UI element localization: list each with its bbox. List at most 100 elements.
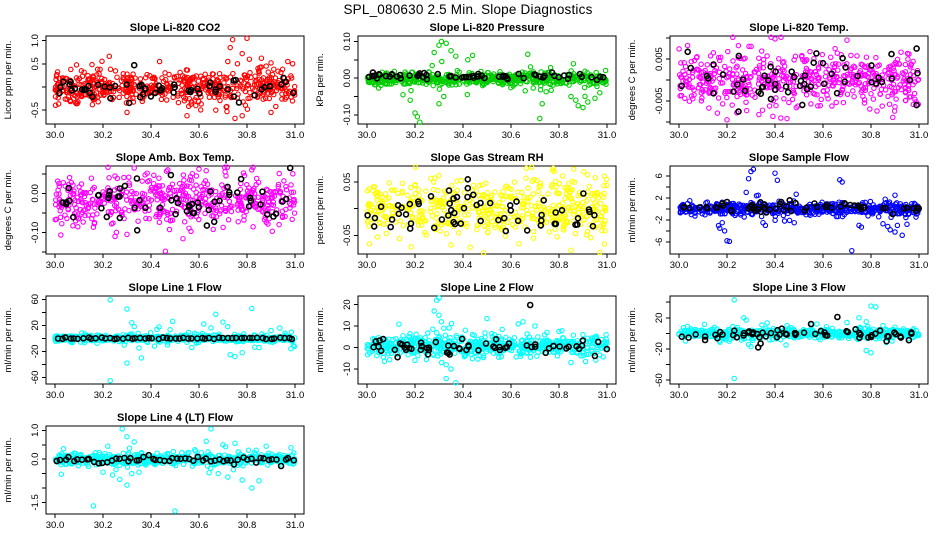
x-tick-label: 30.4: [142, 520, 161, 531]
outlier-points: [436, 168, 603, 256]
x-tick-label: 30.2: [406, 130, 425, 141]
x-tick-label: 30.8: [550, 130, 569, 141]
y-tick-label: 0.005: [654, 47, 665, 71]
panel-title: Slope Li-820 Temp.: [749, 22, 848, 34]
y-tick-label: 1.0: [30, 424, 41, 437]
outlier-points: [731, 297, 898, 382]
panel-title: Slope Line 1 Flow: [129, 282, 222, 294]
x-tick-label: 30.6: [502, 130, 521, 141]
y-axis-ticks: 60 20 -20 -60: [30, 294, 46, 384]
panel-line1-flow-plot: Slope Line 1 Flow ml/min per min. 30.0 30.2…: [3, 282, 305, 401]
panel-gas-stream-rh: Slope Gas Stream RH percent per min. 30.0 3…: [312, 150, 624, 280]
x-tick-label: 30.0: [670, 130, 689, 141]
panel-li820-temp: Slope Li-820 Temp. degrees C per min. 30.0…: [624, 20, 936, 150]
panel-amb-box-temp: Slope Amb. Box Temp. degrees C per min. 30…: [0, 150, 312, 280]
y-tick-label: 20: [30, 320, 41, 331]
y-axis-label: ml/min per min.: [627, 178, 638, 243]
black-overlay-points-overlay-slope-points: [678, 45, 921, 115]
black-overlay-points-overlay-slope-points: [59, 164, 294, 234]
y-axis-ticks: 0.10 0.00 -0.10: [342, 32, 358, 126]
x-tick-label: 30.6: [814, 130, 833, 141]
x-axis-ticks: 30.0 30.2 30.4 30.6 30.8 31.0: [670, 254, 928, 271]
y-tick-label: 0.00: [30, 184, 41, 203]
y-tick-label: 0.5: [30, 57, 41, 70]
x-axis-ticks: 30.0 30.2 30.4 30.6 30.8 31.0: [670, 384, 929, 401]
x-tick-label: 30.8: [550, 390, 569, 401]
y-axis-label: kPa per min.: [315, 53, 326, 106]
x-tick-label: 30.4: [454, 130, 473, 141]
plot-frame: [357, 295, 617, 385]
outlier-points: [90, 426, 269, 514]
y-axis-label: ml/min per min.: [3, 308, 14, 373]
plot-frame: [45, 425, 305, 515]
x-tick-label: 30.0: [46, 260, 65, 271]
x-tick-label: 30.0: [46, 130, 65, 141]
x-axis-ticks: 30.0 30.2 30.4 30.6 30.8 31.0: [46, 254, 304, 271]
panel-line3-flow-plot: Slope Line 3 Flow ml/min per min. 30.0 30.2…: [627, 282, 929, 401]
y-axis-label: degrees C per min.: [627, 40, 638, 121]
x-tick-label: 30.0: [670, 260, 689, 271]
y-tick-label: -2: [654, 216, 665, 224]
x-tick-label: 30.6: [190, 520, 209, 531]
outlier-points: [717, 166, 910, 254]
x-tick-label: 31.0: [910, 390, 929, 401]
x-tick-label: 30.4: [766, 260, 785, 271]
x-tick-label: 30.6: [502, 260, 521, 271]
panel-title: Slope Sample Flow: [749, 152, 850, 164]
y-tick-label: 0: [342, 345, 353, 350]
outlier-points: [107, 297, 274, 384]
panel-line2-flow: Slope Line 2 Flow ml/min per min. 30.0 30.2…: [312, 280, 624, 410]
outlier-points: [124, 35, 296, 122]
y-tick-label: 0.05: [342, 173, 353, 192]
x-tick-label: 30.8: [238, 260, 257, 271]
panel-line3-flow: Slope Line 3 Flow ml/min per min. 30.0 30.2…: [624, 280, 936, 410]
x-tick-label: 30.6: [814, 260, 833, 271]
y-tick-label: 60: [30, 294, 41, 305]
y-tick-label: -0.05: [342, 225, 353, 247]
x-tick-label: 30.8: [238, 130, 257, 141]
outlier-points: [724, 36, 850, 123]
black-overlay-points-overlay-slope-points: [365, 69, 607, 84]
colored-points-all-slope-points: [364, 320, 610, 366]
y-axis-label: Licor ppm per min.: [3, 41, 14, 120]
y-axis-ticks: 20 10 0 -10: [342, 299, 358, 376]
x-tick-label: 30.2: [94, 260, 113, 271]
panel-title: Slope Li-820 Pressure: [430, 22, 545, 34]
x-tick-label: 30.6: [190, 390, 209, 401]
black-overlay-points-overlay-slope-points: [56, 61, 297, 107]
x-tick-label: 31.0: [286, 520, 305, 531]
x-tick-label: 30.6: [190, 130, 209, 141]
x-tick-label: 30.6: [814, 390, 833, 401]
y-tick-label: 0.00: [342, 69, 353, 88]
panel-line2-flow-plot: Slope Line 2 Flow ml/min per min. 30.0 30.2…: [315, 282, 617, 401]
panel-sample-flow-plot: Slope Sample Flow ml/min per min. 30.0 30.2…: [627, 152, 929, 271]
y-tick-label: 10: [342, 321, 353, 332]
panel-title: Slope Line 3 Flow: [753, 282, 846, 294]
black-overlay-points-overlay-slope-points: [370, 301, 611, 361]
x-axis-ticks: 30.0 30.2 30.4 30.6 30.8 31.0: [46, 384, 304, 401]
x-tick-label: 30.0: [46, 520, 65, 531]
x-tick-label: 30.2: [94, 390, 113, 401]
x-tick-label: 30.2: [94, 130, 113, 141]
black-overlay-points-overlay-slope-points: [364, 175, 598, 235]
x-tick-label: 30.6: [190, 260, 209, 271]
plot-frame: [45, 165, 305, 255]
plot-frame: [357, 35, 617, 125]
plot-frame: [45, 295, 305, 385]
panel-grid: Slope Li-820 CO2 Licor ppm per min. 30.0 30…: [0, 20, 936, 540]
panel-title: Slope Gas Stream RH: [430, 152, 543, 164]
black-overlay-points-overlay-slope-points: [678, 313, 915, 351]
panel-sample-flow: Slope Sample Flow ml/min per min. 30.0 30.2…: [624, 150, 936, 280]
y-tick-label: -0.10: [342, 104, 353, 126]
y-axis-ticks: 0.005 -0.005: [654, 37, 670, 123]
y-tick-label: 20: [342, 299, 353, 310]
x-tick-label: 31.0: [286, 130, 305, 141]
y-tick-label: -6: [654, 238, 665, 246]
x-tick-label: 30.4: [142, 260, 161, 271]
x-tick-label: 31.0: [598, 260, 617, 271]
x-tick-label: 31.0: [910, 130, 929, 141]
panel-line4-lt-flow: Slope Line 4 (LT) Flow ml/min per min. 30.…: [0, 410, 312, 540]
panel-line1-flow: Slope Line 1 Flow ml/min per min. 30.0 30.2…: [0, 280, 312, 410]
